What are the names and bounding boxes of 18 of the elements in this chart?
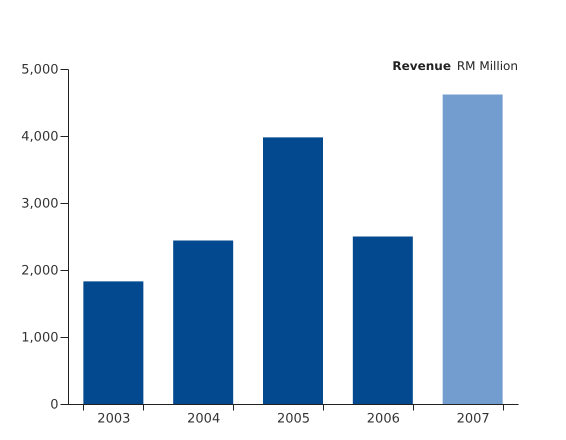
x-tick-label: 2005 (276, 412, 310, 426)
bar (83, 281, 144, 404)
y-tick-label: 1,000 (21, 330, 58, 346)
bar (263, 137, 323, 404)
y-tick-label: 3,000 (21, 196, 58, 212)
x-tick-label: 2007 (456, 412, 490, 426)
bar (173, 240, 234, 404)
y-tick-label: 5,000 (21, 62, 58, 78)
x-tick-label: 2006 (366, 412, 400, 426)
x-tick-label: 2003 (97, 412, 130, 426)
y-tick-label: 0 (50, 398, 58, 412)
y-tick-label: 2,000 (21, 264, 58, 278)
x-tick-label: 2004 (187, 412, 220, 426)
bar (442, 94, 503, 404)
y-tick-label: 4,000 (21, 130, 58, 144)
y-axis-title: RM Million (456, 59, 518, 73)
bar (352, 236, 413, 404)
chart-title: Revenue (392, 59, 451, 73)
